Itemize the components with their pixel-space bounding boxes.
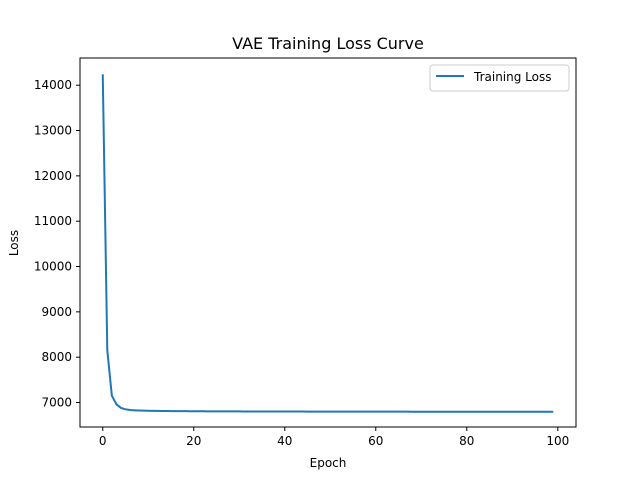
y-tick-label: 10000 [34,260,72,274]
y-axis-ticks: 7000 8000 9000 10000 11000 12000 13000 14000 [34,78,80,410]
x-tick-label: 0 [99,434,107,448]
x-tick-label: 60 [368,434,383,448]
series-line-training-loss [101,74,554,413]
x-axis-ticks: 0 20 40 60 80 100 [99,427,569,448]
y-tick-label: 11000 [34,214,72,228]
y-tick-label: 9000 [41,305,72,319]
plot-area [101,74,554,413]
chart-title: VAE Training Loss Curve [232,34,424,53]
x-axis-label: Epoch [310,456,347,470]
x-tick-label: 40 [277,434,292,448]
y-tick-label: 14000 [34,78,72,92]
y-tick-label: 8000 [41,350,72,364]
x-tick-label: 80 [459,434,474,448]
axes-frame [79,57,577,428]
legend: Training Loss [429,64,570,92]
x-tick-label: 100 [546,434,569,448]
y-tick-label: 13000 [34,124,72,138]
y-tick-label: 7000 [41,396,72,410]
legend-box [429,64,570,92]
x-tick-label: 20 [186,434,201,448]
y-axis-label: Loss [7,230,21,256]
legend-label: Training Loss [473,70,551,84]
y-tick-label: 12000 [34,169,72,183]
